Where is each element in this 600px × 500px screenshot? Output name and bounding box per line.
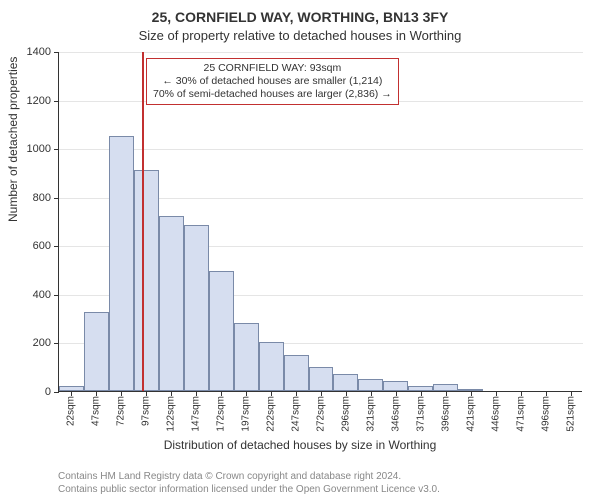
ytick-label: 1000 xyxy=(11,143,59,155)
xtick-label: 222sqm xyxy=(266,396,277,432)
plot-area: 020040060080010001200140022sqm47sqm72sqm… xyxy=(58,52,582,392)
histogram-bar xyxy=(109,136,134,391)
gridline xyxy=(59,52,583,53)
xtick-label: 122sqm xyxy=(166,396,177,432)
xtick-label: 421sqm xyxy=(465,396,476,432)
xtick-label: 147sqm xyxy=(191,396,202,432)
xtick-label: 247sqm xyxy=(291,396,302,432)
histogram-bar xyxy=(209,271,234,391)
xtick-label: 22sqm xyxy=(66,396,77,426)
ytick-label: 400 xyxy=(11,289,59,301)
histogram-bar xyxy=(159,216,184,391)
histogram-bar xyxy=(134,170,159,391)
chart-title: 25, CORNFIELD WAY, WORTHING, BN13 3FY xyxy=(0,0,600,26)
xtick-label: 446sqm xyxy=(490,396,501,432)
xtick-label: 197sqm xyxy=(241,396,252,432)
x-axis-label: Distribution of detached houses by size … xyxy=(0,438,600,452)
annotation-line-2: ← 30% of detached houses are smaller (1,… xyxy=(153,75,392,88)
ytick-label: 1200 xyxy=(11,95,59,107)
ytick-label: 800 xyxy=(11,192,59,204)
ytick-label: 600 xyxy=(11,240,59,252)
ytick-label: 1400 xyxy=(11,46,59,58)
xtick-label: 97sqm xyxy=(141,396,152,426)
histogram-bar xyxy=(333,374,358,391)
chart-subtitle: Size of property relative to detached ho… xyxy=(0,26,600,43)
xtick-label: 496sqm xyxy=(540,396,551,432)
property-marker-line xyxy=(142,52,144,391)
histogram-bar xyxy=(383,381,408,391)
xtick-label: 321sqm xyxy=(365,396,376,432)
histogram-bar xyxy=(234,323,259,391)
xtick-label: 371sqm xyxy=(415,396,426,432)
xtick-label: 296sqm xyxy=(340,396,351,432)
histogram-bar xyxy=(284,355,309,391)
xtick-label: 172sqm xyxy=(216,396,227,432)
histogram-bar xyxy=(259,342,284,391)
xtick-label: 521sqm xyxy=(565,396,576,432)
credit-line-1: Contains HM Land Registry data © Crown c… xyxy=(58,470,440,483)
credit-line-2: Contains public sector information licen… xyxy=(58,483,440,496)
xtick-label: 346sqm xyxy=(390,396,401,432)
credits: Contains HM Land Registry data © Crown c… xyxy=(58,470,440,496)
xtick-label: 72sqm xyxy=(116,396,127,426)
histogram-bar xyxy=(309,367,334,391)
histogram-bar xyxy=(358,379,383,391)
xtick-label: 47sqm xyxy=(91,396,102,426)
annotation-line-1: 25 CORNFIELD WAY: 93sqm xyxy=(153,62,392,75)
annotation-box: 25 CORNFIELD WAY: 93sqm ← 30% of detache… xyxy=(146,58,399,105)
ytick-label: 0 xyxy=(11,386,59,398)
xtick-label: 471sqm xyxy=(515,396,526,432)
ytick-label: 200 xyxy=(11,337,59,349)
chart-container: 25, CORNFIELD WAY, WORTHING, BN13 3FY Si… xyxy=(0,0,600,500)
histogram-bar xyxy=(84,312,109,391)
xtick-label: 396sqm xyxy=(440,396,451,432)
annotation-line-3: 70% of semi-detached houses are larger (… xyxy=(153,88,392,101)
xtick-label: 272sqm xyxy=(316,396,327,432)
histogram-bar xyxy=(433,384,458,391)
histogram-bar xyxy=(184,225,209,391)
gridline xyxy=(59,149,583,150)
